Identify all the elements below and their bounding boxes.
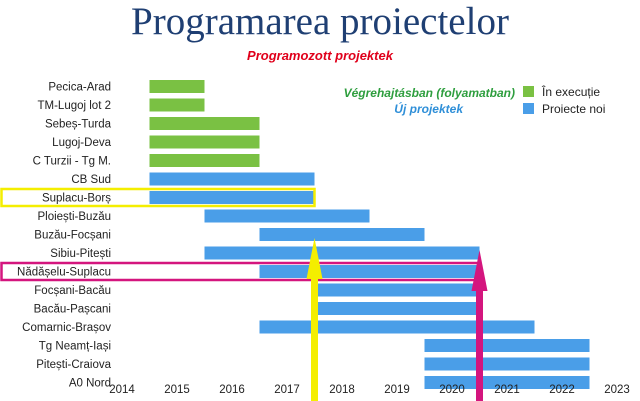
gantt-bar (149, 135, 260, 149)
x-tick-label: 2018 (329, 384, 355, 396)
category-label: Sibiu-Pitești (50, 248, 111, 260)
gantt-bar (204, 209, 370, 223)
category-label: Pitești-Craiova (36, 359, 111, 371)
annotations-group: Végrehajtásban (folyamatban)Új projektek (344, 86, 515, 116)
highlight-overlays (0, 187, 488, 401)
gantt-bar (259, 320, 535, 334)
category-label: A0 Nord (69, 378, 111, 390)
in-execution-note: Végrehajtásban (folyamatban) (344, 86, 515, 100)
category-label: Sebeș-Turda (45, 119, 112, 131)
marker-arrow-shaft (476, 290, 483, 401)
x-tick-label: 2014 (109, 384, 135, 396)
bars-group (149, 80, 590, 389)
category-label: Focșani-Bacău (34, 285, 111, 297)
category-label: Comarnic-Brașov (22, 322, 111, 334)
gantt-bar (149, 172, 315, 186)
category-label: TM-Lugoj lot 2 (37, 100, 111, 112)
gantt-bar (149, 80, 205, 93)
x-tick-label: 2017 (274, 384, 300, 396)
gantt-bar (149, 98, 205, 112)
category-label: Tg Neamț-Iași (39, 341, 111, 353)
x-tick-label: 2021 (494, 384, 520, 396)
category-label: Pecica-Arad (48, 82, 111, 94)
gantt-bar (259, 228, 425, 241)
legend-label: Proiecte noi (542, 102, 605, 116)
legend-label: În execuție (541, 84, 600, 99)
category-label: C Turzii - Tg M. (33, 156, 111, 168)
x-tick-label: 2020 (439, 384, 465, 396)
marker-arrow-head (306, 238, 323, 279)
category-labels-group: Pecica-Arad TM-Lugoj lot 2 Sebeș-Turda Lugo… (17, 82, 112, 390)
gantt-bar (259, 265, 480, 278)
category-label: Ploiești-Buzău (37, 211, 111, 223)
category-label: CB Sud (71, 174, 111, 186)
gantt-bar (204, 246, 480, 260)
marker-arrow-head (471, 250, 488, 291)
gantt-bar (314, 283, 480, 297)
gantt-bar (149, 117, 260, 130)
legend: În execuție Proiecte noi (523, 84, 605, 116)
gantt-bar (149, 154, 260, 167)
x-tick-label: 2023 (604, 384, 630, 396)
gantt-bar (424, 376, 590, 389)
gantt-bar (314, 302, 480, 315)
marker-arrow-shaft (311, 278, 318, 401)
category-label: Suplacu-Borș (42, 193, 111, 205)
x-tick-label: 2022 (549, 384, 575, 396)
gantt-bar (149, 191, 315, 204)
legend-swatch (523, 86, 534, 97)
x-tick-label: 2016 (219, 384, 245, 396)
category-label: Nădășelu-Suplacu (17, 267, 111, 279)
x-ticks-group: 2014 2015 2016 2017 2018 2019 2020 2021 2022 2023 (109, 384, 630, 396)
gantt-bar (424, 357, 590, 371)
row-highlight-box (0, 187, 316, 208)
page-subtitle: Programozott projektek (247, 48, 393, 63)
page-title: Programarea proiectelor (131, 0, 509, 43)
category-label: Lugoj-Deva (52, 137, 111, 149)
gantt-bar (424, 339, 590, 352)
x-tick-label: 2015 (164, 384, 190, 396)
x-tick-label: 2019 (384, 384, 410, 396)
category-label: Buzău-Focșani (34, 230, 111, 242)
legend-swatch (523, 103, 534, 114)
category-label: Bacău-Pașcani (34, 304, 111, 316)
new-projects-note: Új projektek (394, 101, 464, 116)
